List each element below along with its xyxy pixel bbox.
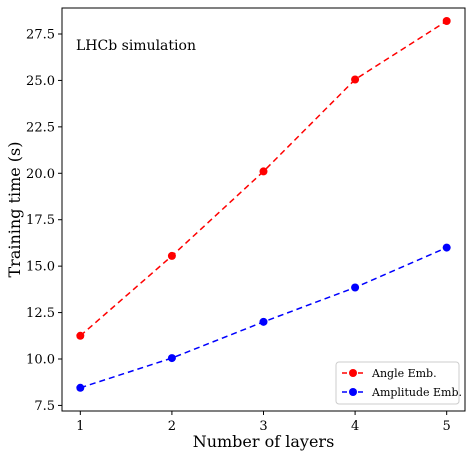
data-point bbox=[76, 331, 85, 340]
plot-frame bbox=[61, 7, 466, 412]
y-tick-label: 15.0 bbox=[26, 260, 55, 275]
data-point bbox=[442, 17, 451, 25]
chart-annotation: LHCb simulation bbox=[76, 38, 196, 54]
data-point bbox=[167, 354, 176, 363]
y-tick-label: 12.5 bbox=[26, 306, 55, 321]
y-tick-label: 20.0 bbox=[26, 167, 55, 182]
x-axis-ticks: 1 2 3 4 5 bbox=[76, 411, 451, 434]
y-tick-label: 22.5 bbox=[26, 120, 55, 135]
legend-label-angle: Angle Emb. bbox=[371, 367, 437, 380]
data-point bbox=[76, 383, 85, 392]
series-0 bbox=[76, 17, 451, 340]
data-point bbox=[167, 251, 176, 260]
data-point bbox=[259, 317, 268, 326]
legend: Angle Emb. Amplitude Emb. bbox=[335, 361, 462, 405]
x-tick-label: 5 bbox=[443, 419, 451, 434]
y-axis-label: Training time (s) bbox=[5, 142, 24, 278]
y-tick-label: 27.5 bbox=[26, 28, 55, 43]
series-line bbox=[79, 20, 448, 337]
data-point bbox=[351, 283, 360, 292]
x-tick-label: 2 bbox=[168, 419, 176, 434]
x-tick-label: 4 bbox=[351, 419, 359, 434]
y-tick-label: 25.0 bbox=[26, 74, 55, 89]
data-point bbox=[442, 243, 451, 252]
data-point bbox=[351, 75, 360, 84]
series-layer bbox=[76, 17, 451, 392]
legend-marker-amplitude bbox=[349, 388, 357, 396]
x-tick-label: 1 bbox=[76, 419, 84, 434]
x-tick-label: 3 bbox=[259, 419, 267, 434]
legend-label-amplitude: Amplitude Emb. bbox=[371, 386, 462, 399]
y-tick-label: 17.5 bbox=[26, 213, 55, 228]
y-axis-ticks: 7.5 10.0 12.5 15.0 17.5 20.0 22.5 25.0 27.5 bbox=[26, 28, 62, 414]
x-axis-label: Number of layers bbox=[193, 432, 335, 451]
legend-box bbox=[335, 361, 460, 405]
series-1 bbox=[76, 243, 451, 392]
y-tick-label: 7.5 bbox=[34, 399, 55, 414]
y-tick-label: 10.0 bbox=[26, 353, 55, 368]
data-point bbox=[259, 167, 268, 176]
legend-marker-angle bbox=[349, 369, 357, 377]
